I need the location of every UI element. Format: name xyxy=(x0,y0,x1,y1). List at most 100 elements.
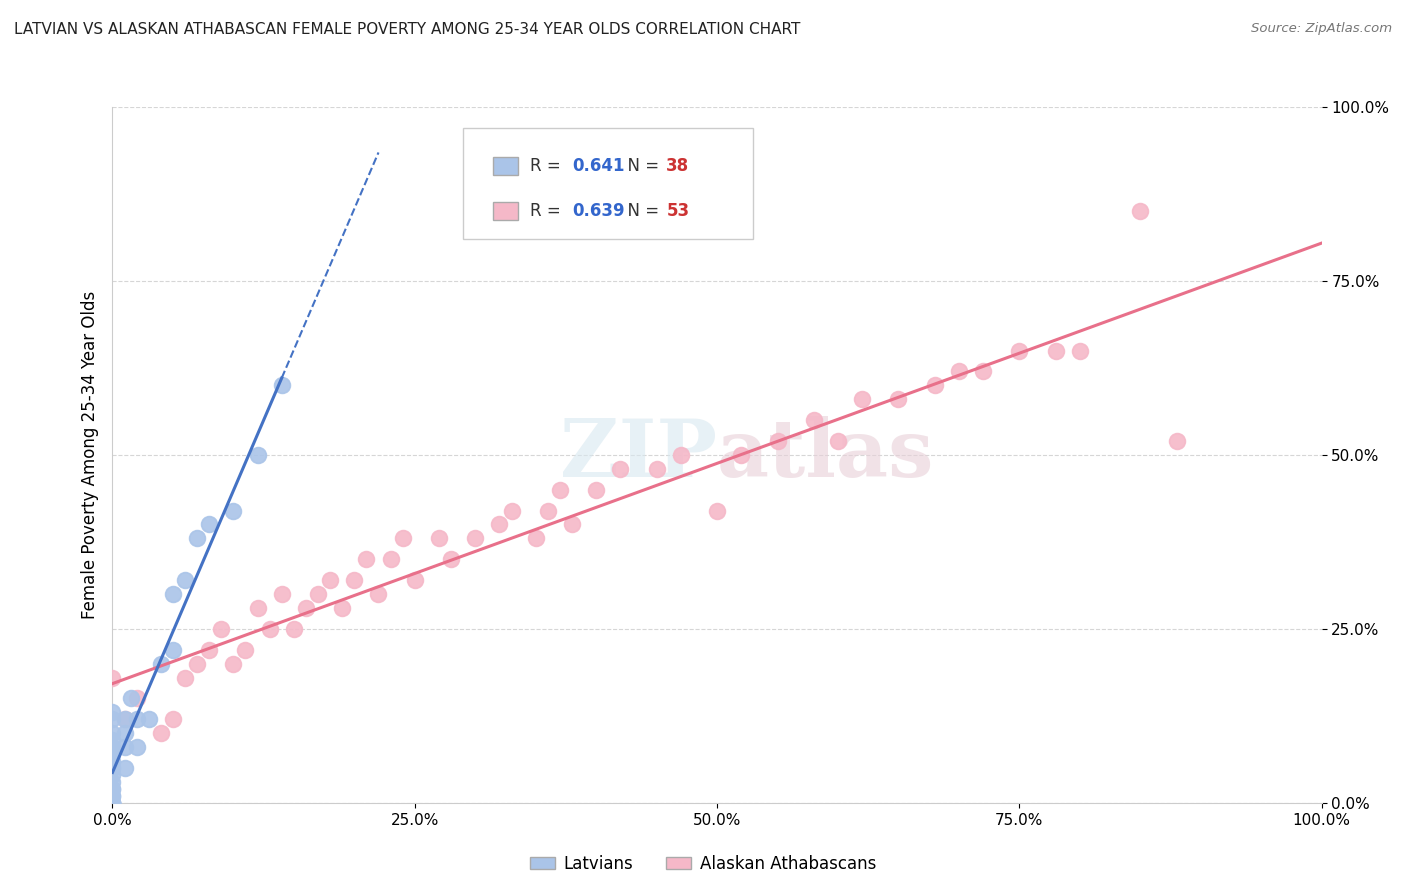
FancyBboxPatch shape xyxy=(494,202,517,219)
Text: LATVIAN VS ALASKAN ATHABASCAN FEMALE POVERTY AMONG 25-34 YEAR OLDS CORRELATION C: LATVIAN VS ALASKAN ATHABASCAN FEMALE POV… xyxy=(14,22,800,37)
Point xyxy=(198,517,221,532)
Point xyxy=(101,754,124,768)
Point xyxy=(948,364,970,378)
Point xyxy=(101,775,124,789)
Point xyxy=(138,712,160,726)
Point xyxy=(101,726,124,740)
Point xyxy=(120,691,142,706)
Point xyxy=(162,587,184,601)
Point xyxy=(1069,343,1091,358)
Point xyxy=(585,483,607,497)
Point xyxy=(440,552,463,566)
Point xyxy=(488,517,510,532)
Point xyxy=(548,483,571,497)
Point xyxy=(162,642,184,657)
Point xyxy=(404,573,426,587)
Point xyxy=(464,532,486,546)
Point xyxy=(803,413,825,427)
Point xyxy=(149,657,172,671)
Point xyxy=(101,740,124,755)
Text: atlas: atlas xyxy=(717,416,935,494)
Point xyxy=(186,532,208,546)
Point xyxy=(270,378,292,392)
Point xyxy=(343,573,366,587)
Text: N =: N = xyxy=(617,202,664,219)
Text: 0.639: 0.639 xyxy=(572,202,624,219)
Point xyxy=(101,796,124,810)
Text: 53: 53 xyxy=(666,202,689,219)
Point xyxy=(501,503,523,517)
Text: N =: N = xyxy=(617,157,664,175)
Point xyxy=(101,796,124,810)
Point xyxy=(367,587,389,601)
Point xyxy=(125,712,148,726)
Point xyxy=(356,552,378,566)
Text: ZIP: ZIP xyxy=(560,416,717,494)
Point xyxy=(391,532,413,546)
Point xyxy=(561,517,583,532)
Point xyxy=(609,462,631,476)
Point xyxy=(101,671,124,685)
Point xyxy=(972,364,994,378)
Point xyxy=(101,747,124,761)
Point xyxy=(851,392,873,407)
Text: 38: 38 xyxy=(666,157,689,175)
Point xyxy=(295,601,318,615)
Point xyxy=(101,781,124,796)
Point xyxy=(101,712,124,726)
Point xyxy=(235,642,257,657)
Point xyxy=(1045,343,1067,358)
Point xyxy=(427,532,450,546)
Point xyxy=(101,761,124,775)
Point xyxy=(524,532,547,546)
Point xyxy=(669,448,692,462)
Point xyxy=(101,789,124,803)
Point xyxy=(319,573,342,587)
Point xyxy=(101,796,124,810)
Point xyxy=(198,642,221,657)
Point xyxy=(766,434,789,448)
Point xyxy=(174,573,197,587)
Point xyxy=(645,462,668,476)
Point xyxy=(149,726,172,740)
Point xyxy=(1166,434,1188,448)
Point xyxy=(307,587,329,601)
Text: R =: R = xyxy=(530,202,565,219)
FancyBboxPatch shape xyxy=(494,157,517,175)
Point xyxy=(537,503,560,517)
Legend: Latvians, Alaskan Athabascans: Latvians, Alaskan Athabascans xyxy=(523,848,883,880)
Point xyxy=(186,657,208,671)
Point xyxy=(101,706,124,720)
Point xyxy=(162,712,184,726)
FancyBboxPatch shape xyxy=(463,128,754,239)
Point xyxy=(114,740,136,755)
Point xyxy=(101,789,124,803)
Text: Source: ZipAtlas.com: Source: ZipAtlas.com xyxy=(1251,22,1392,36)
Point xyxy=(246,601,269,615)
Point xyxy=(101,781,124,796)
Point xyxy=(222,657,245,671)
Point xyxy=(706,503,728,517)
Point xyxy=(246,448,269,462)
Point xyxy=(114,712,136,726)
Text: R =: R = xyxy=(530,157,565,175)
Point xyxy=(259,622,281,636)
Point xyxy=(174,671,197,685)
Point xyxy=(887,392,910,407)
Point xyxy=(101,796,124,810)
Point xyxy=(125,740,148,755)
Point xyxy=(125,691,148,706)
Point xyxy=(380,552,402,566)
Point xyxy=(101,796,124,810)
Point xyxy=(827,434,849,448)
Point xyxy=(209,622,232,636)
Point xyxy=(101,768,124,782)
Point xyxy=(114,726,136,740)
Point xyxy=(330,601,353,615)
Point xyxy=(270,587,292,601)
Point xyxy=(283,622,305,636)
Text: 0.641: 0.641 xyxy=(572,157,624,175)
Point xyxy=(101,761,124,775)
Point xyxy=(114,761,136,775)
Point xyxy=(222,503,245,517)
